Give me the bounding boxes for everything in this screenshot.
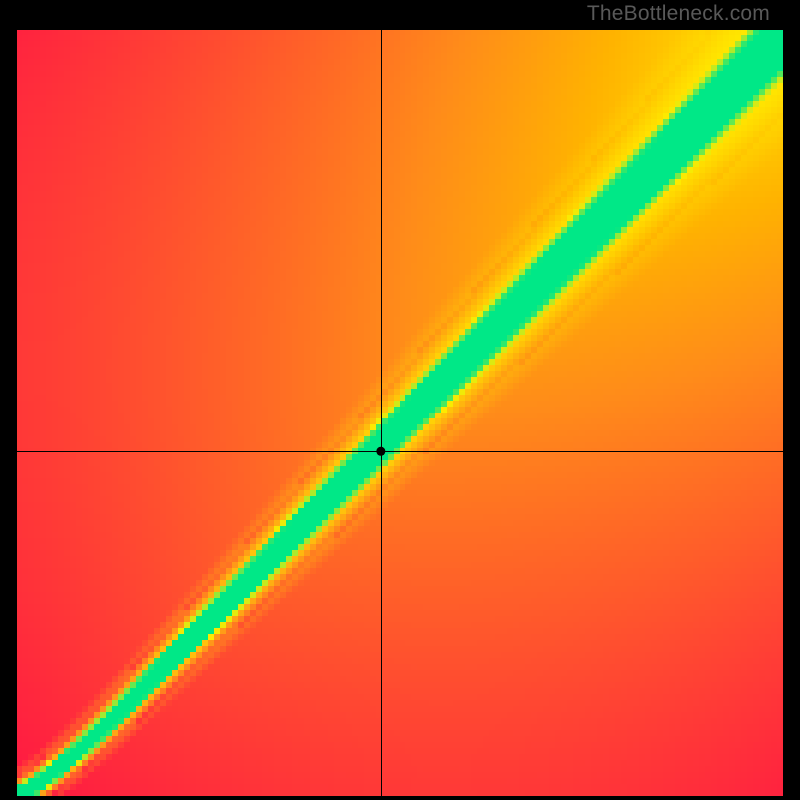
watermark-text: TheBottleneck.com bbox=[587, 2, 770, 26]
bottleneck-heatmap bbox=[17, 30, 783, 796]
